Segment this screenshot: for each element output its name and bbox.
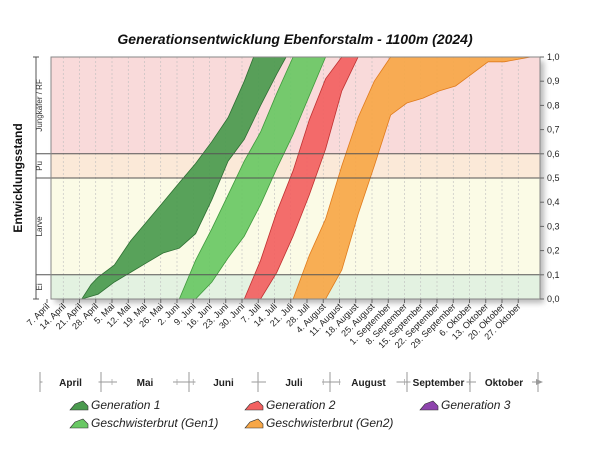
stage-label-1: Larve <box>35 216 44 237</box>
y-tick-label: 0,3 <box>547 221 560 231</box>
month-label-bg <box>195 375 252 389</box>
month-label: Juli <box>285 378 302 389</box>
y-tick-label: 0,5 <box>547 173 560 183</box>
y-tick-label: 0,1 <box>547 270 560 280</box>
month-label: August <box>351 378 386 389</box>
legend-label: Generation 2 <box>266 398 336 412</box>
y-tick-label: 0,8 <box>547 100 560 110</box>
month-axis-arrow <box>536 379 543 385</box>
y-axis-label: Entwicklungsstand <box>11 123 25 232</box>
month-label: Juni <box>213 378 234 389</box>
y-tick-label: 0,4 <box>547 197 560 207</box>
stage-lines <box>33 56 540 300</box>
legend-swatch <box>244 400 264 411</box>
month-label: April <box>59 378 82 389</box>
stage-label-3: Jungkäfer / RF <box>35 79 44 132</box>
stage-label-2: Pu <box>35 161 44 171</box>
y-tick-label: 1,0 <box>547 52 560 62</box>
legend-swatch <box>69 418 89 429</box>
legend-label: Generation 1 <box>91 398 160 412</box>
y-tick-label: 0,2 <box>547 246 560 256</box>
month-label-bg <box>117 375 173 389</box>
y-tick-label: 0,7 <box>547 125 560 135</box>
month-label-bg <box>340 375 397 389</box>
month-label: Mai <box>137 378 154 389</box>
month-axis: April Mai Juni Juli August September Oktober <box>39 372 543 392</box>
month-label-bg <box>410 375 467 389</box>
month-label: September <box>413 378 465 389</box>
legend-swatch <box>419 400 439 411</box>
month-label-bg <box>476 375 532 389</box>
y-ticks: 0,0 0,1 0,2 0,3 0,4 0,5 0,6 0,7 0,8 0,9 1,0 <box>540 52 560 304</box>
legend-swatch <box>69 400 89 411</box>
y-tick-label: 0,0 <box>547 294 560 304</box>
chart-title: Generationsentwicklung Ebenforstalm - 11… <box>117 31 473 47</box>
legend-label: Generation 3 <box>441 398 511 412</box>
month-label-bg <box>266 375 322 389</box>
legend: Generation 1 Generation 2 Generation 3 Gesc… <box>69 398 511 430</box>
y-tick-label: 0,9 <box>547 76 560 86</box>
y-tick-label: 0,6 <box>547 149 560 159</box>
legend-swatch <box>244 418 264 429</box>
legend-label: Geschwisterbrut (Gen1) <box>91 416 218 430</box>
legend-label: Geschwisterbrut (Gen2) <box>266 416 393 430</box>
month-label: Oktober <box>485 378 523 389</box>
stage-labels: Ei Larve Pu Jungkäfer / RF <box>35 79 44 290</box>
month-label-bg <box>42 375 99 389</box>
stage-label-0: Ei <box>35 283 44 290</box>
